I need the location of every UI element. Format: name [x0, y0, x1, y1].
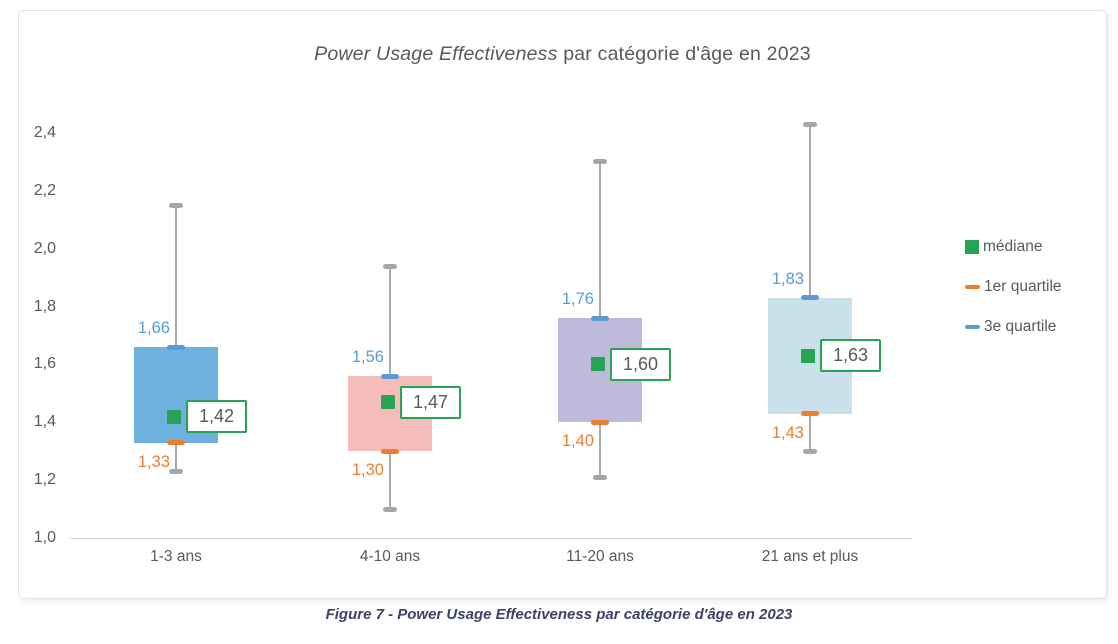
- chart-title-rest-part: par catégorie d'âge en 2023: [557, 43, 811, 65]
- q1-dash-icon: [965, 284, 980, 290]
- chart-legend: médiane 1er quartile 3e quartile: [965, 237, 1062, 357]
- figure-caption: Figure 7 - Power Usage Effectiveness par…: [325, 606, 793, 623]
- legend-label: 1er quartile: [984, 278, 1062, 295]
- legend-item-1er-quartile: 1er quartile: [965, 277, 1062, 297]
- q3-dash-icon: [965, 324, 980, 330]
- legend-label: médiane: [983, 238, 1043, 255]
- chart-title: Power Usage Effectiveness par catégorie …: [19, 43, 1106, 66]
- median-square-icon: [965, 240, 979, 254]
- chart-frame: Power Usage Effectiveness par catégorie …: [18, 10, 1107, 599]
- chart-title-italic-part: Power Usage Effectiveness: [314, 43, 558, 65]
- legend-item-3e-quartile: 3e quartile: [965, 317, 1062, 337]
- legend-item-mediane: médiane: [965, 237, 1062, 257]
- legend-label: 3e quartile: [984, 318, 1057, 335]
